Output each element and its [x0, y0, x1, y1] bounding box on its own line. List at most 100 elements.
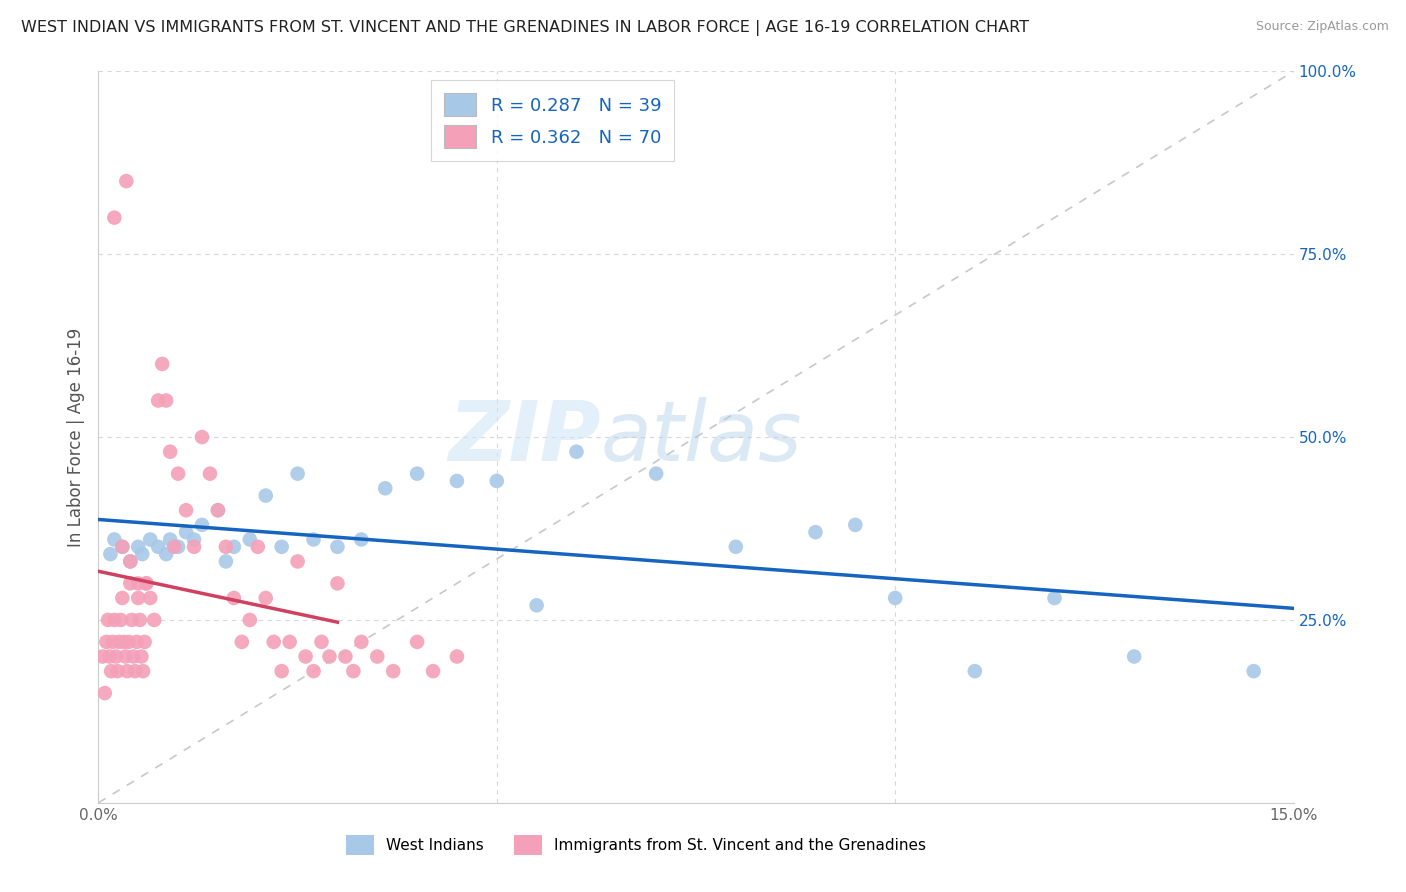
Point [155, 393, 177, 408]
Point [120, 576, 142, 591]
Point [103, 613, 125, 627]
Point [239, 533, 262, 547]
Point [287, 554, 309, 568]
Point [174, 503, 197, 517]
Point [100, 664, 122, 678]
Point [115, 174, 138, 188]
Point [97, 613, 120, 627]
Point [239, 613, 262, 627]
Point [96, 635, 118, 649]
Point [335, 649, 357, 664]
Point [127, 591, 149, 605]
Point [246, 540, 269, 554]
Point [131, 547, 153, 561]
Point [326, 576, 349, 591]
Point [422, 664, 444, 678]
Point [183, 540, 205, 554]
Point [118, 635, 141, 649]
Point [125, 635, 148, 649]
Point [565, 444, 588, 458]
Point [302, 664, 325, 678]
Point [101, 635, 124, 649]
Point [183, 533, 205, 547]
Point [326, 540, 349, 554]
Point [148, 540, 170, 554]
Point [111, 591, 134, 605]
Point [1243, 664, 1265, 678]
Text: Source: ZipAtlas.com: Source: ZipAtlas.com [1256, 20, 1389, 33]
Point [107, 664, 129, 678]
Point [191, 430, 214, 444]
Point [131, 649, 153, 664]
Point [302, 533, 325, 547]
Point [167, 467, 190, 481]
Point [318, 649, 340, 664]
Point [350, 635, 373, 649]
Point [350, 533, 373, 547]
Point [263, 635, 285, 649]
Point [110, 613, 132, 627]
Point [485, 474, 508, 488]
Point [342, 664, 364, 678]
Point [215, 540, 238, 554]
Point [222, 540, 245, 554]
Point [150, 357, 173, 371]
Point [98, 547, 122, 561]
Point [128, 613, 150, 627]
Point [254, 489, 277, 503]
Point [207, 503, 229, 517]
Point [804, 525, 827, 540]
Point [120, 554, 142, 568]
Point [120, 554, 142, 568]
Point [231, 635, 253, 649]
Point [374, 481, 396, 495]
Point [111, 540, 134, 554]
Point [215, 554, 238, 568]
Point [963, 664, 986, 678]
Point [645, 467, 668, 481]
Point [366, 649, 388, 664]
Point [108, 635, 131, 649]
Point [198, 467, 221, 481]
Point [287, 467, 309, 481]
Point [191, 517, 214, 532]
Point [270, 540, 292, 554]
Point [98, 649, 121, 664]
Text: atlas: atlas [600, 397, 801, 477]
Point [406, 635, 429, 649]
Point [139, 533, 162, 547]
Point [254, 591, 277, 605]
Point [112, 635, 135, 649]
Point [124, 664, 146, 678]
Legend: West Indians, Immigrants from St. Vincent and the Grenadines: West Indians, Immigrants from St. Vincen… [340, 830, 932, 861]
Point [270, 664, 292, 678]
Point [174, 525, 197, 540]
Point [167, 540, 190, 554]
Point [163, 540, 186, 554]
Point [103, 533, 125, 547]
Point [122, 649, 145, 664]
Point [115, 664, 138, 678]
Point [884, 591, 907, 605]
Point [134, 635, 156, 649]
Point [207, 503, 229, 517]
Text: WEST INDIAN VS IMMIGRANTS FROM ST. VINCENT AND THE GRENADINES IN LABOR FORCE | A: WEST INDIAN VS IMMIGRANTS FROM ST. VINCE… [21, 20, 1029, 36]
Text: ZIP: ZIP [447, 397, 600, 477]
Point [139, 591, 162, 605]
Point [148, 393, 170, 408]
Y-axis label: In Labor Force | Age 16-19: In Labor Force | Age 16-19 [66, 327, 84, 547]
Point [121, 613, 143, 627]
Point [382, 664, 405, 678]
Point [311, 635, 333, 649]
Point [1043, 591, 1066, 605]
Point [724, 540, 747, 554]
Point [91, 649, 114, 664]
Point [111, 540, 134, 554]
Point [135, 576, 157, 591]
Point [143, 613, 166, 627]
Point [446, 649, 468, 664]
Point [135, 576, 157, 591]
Point [406, 467, 429, 481]
Point [844, 517, 866, 532]
Point [103, 211, 125, 225]
